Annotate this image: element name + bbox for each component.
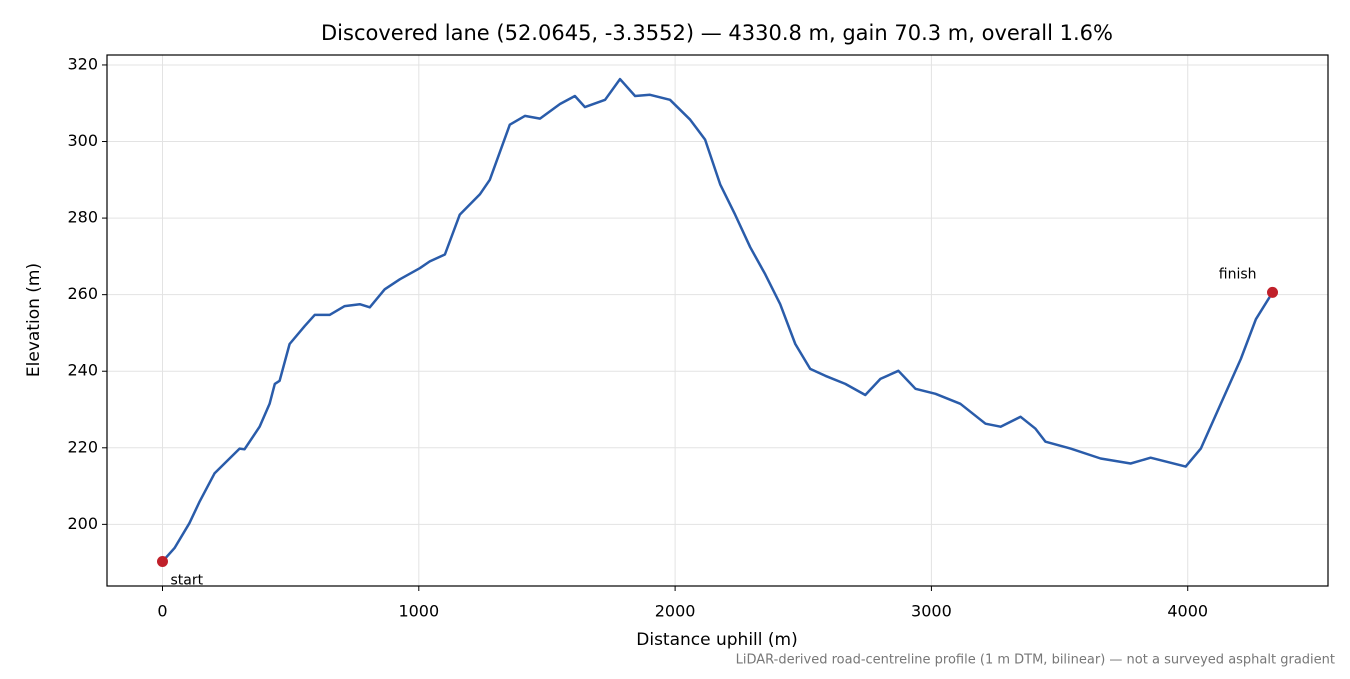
- endpoint-marker: [1267, 286, 1279, 298]
- y-tick-label: 260: [67, 284, 98, 303]
- annotation: finish: [1219, 266, 1257, 282]
- y-tick-label: 220: [67, 437, 98, 456]
- x-tick-label: 4000: [1167, 602, 1208, 621]
- y-tick-label: 200: [67, 514, 98, 533]
- y-tick-label: 320: [67, 54, 98, 73]
- x-tick-label: 0: [157, 602, 167, 621]
- annotation: start: [170, 572, 203, 588]
- y-tick-label: 280: [67, 208, 98, 227]
- x-tick-label: 1000: [398, 602, 439, 621]
- x-axis-label: Distance uphill (m): [636, 630, 797, 650]
- plot-frame: [106, 54, 1329, 587]
- y-tick-label: 240: [67, 361, 98, 380]
- x-tick-label: 2000: [655, 602, 696, 621]
- chart-title: Discovered lane (52.0645, -3.3552) — 433…: [321, 21, 1113, 45]
- footnote: LiDAR-derived road-centreline profile (1…: [736, 653, 1335, 668]
- y-tick-label: 300: [67, 131, 98, 150]
- y-axis-label: Elevation (m): [24, 263, 44, 377]
- endpoint-marker: [156, 555, 168, 567]
- x-tick-label: 3000: [911, 602, 952, 621]
- elevation-line: [161, 77, 1274, 563]
